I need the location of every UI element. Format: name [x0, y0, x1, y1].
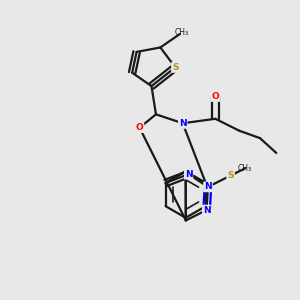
Text: N: N — [185, 169, 192, 178]
Text: S: S — [172, 63, 178, 72]
Text: N: N — [203, 206, 210, 214]
Text: N: N — [204, 182, 212, 191]
Text: CH₃: CH₃ — [174, 28, 188, 37]
Text: CH₃: CH₃ — [238, 164, 252, 173]
Text: N: N — [203, 206, 210, 214]
Text: O: O — [136, 123, 143, 132]
Text: O: O — [212, 92, 219, 101]
Text: S: S — [227, 171, 234, 180]
Text: O: O — [212, 92, 219, 101]
Text: N: N — [179, 119, 187, 128]
Text: S: S — [227, 171, 234, 180]
Text: O: O — [136, 123, 143, 132]
Text: N: N — [179, 119, 187, 128]
Text: N: N — [204, 182, 212, 191]
Text: S: S — [172, 63, 178, 72]
Text: N: N — [185, 169, 192, 178]
